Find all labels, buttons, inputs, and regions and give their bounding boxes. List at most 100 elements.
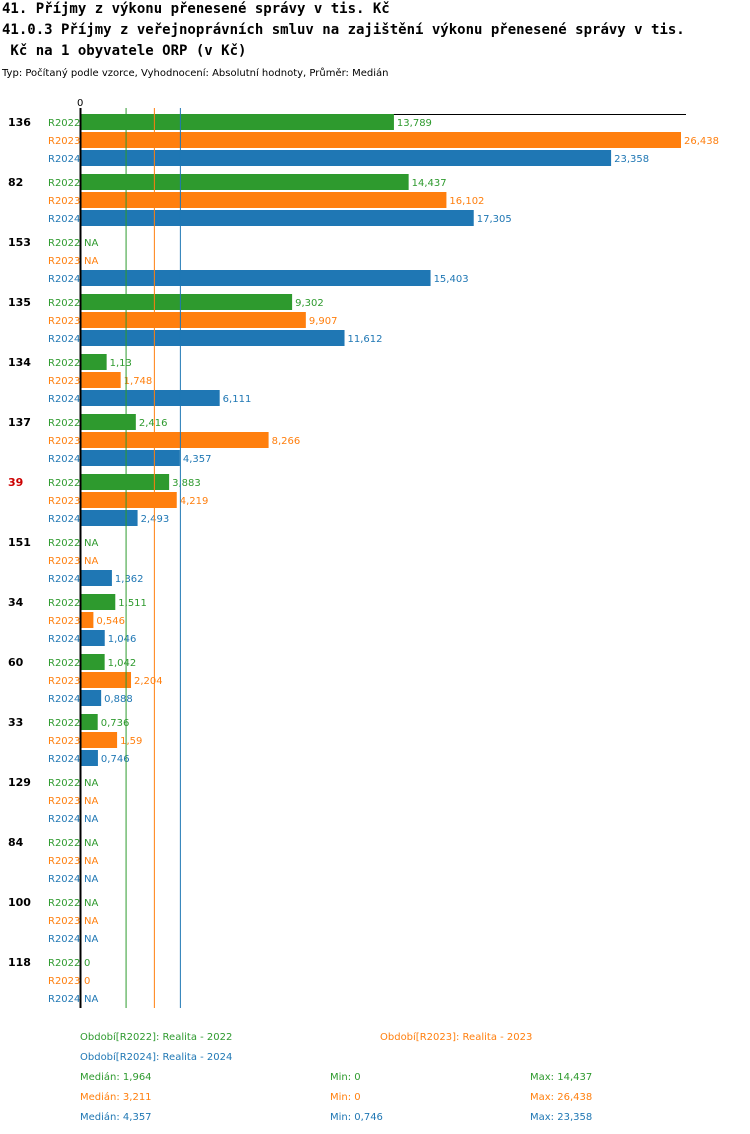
category-label: 82: [8, 176, 23, 189]
legend-stat: Min: 0: [330, 1072, 361, 1083]
value-label: NA: [84, 778, 98, 789]
value-label: NA: [84, 874, 98, 885]
axis-zero-label: 0: [77, 98, 83, 109]
series-label: R2024: [48, 394, 80, 405]
value-label: NA: [84, 238, 98, 249]
bar-r2023: [81, 132, 681, 148]
category-label: 134: [8, 356, 31, 369]
bar-r2024: [81, 390, 220, 406]
series-label: R2023: [48, 376, 80, 387]
value-label: 0,546: [96, 616, 125, 627]
value-label: 9,302: [295, 298, 324, 309]
legend-stat: Max: 14,437: [530, 1072, 592, 1083]
value-label: 1,13: [110, 358, 132, 369]
value-label: 15,403: [434, 274, 469, 285]
value-label: 9,907: [309, 316, 338, 327]
series-label: R2024: [48, 754, 80, 765]
category-label: 100: [8, 896, 31, 909]
category-label: 118: [8, 956, 31, 969]
series-label: R2023: [48, 256, 80, 267]
value-label: NA: [84, 994, 98, 1005]
category-label: 129: [8, 776, 31, 789]
bar-r2022: [81, 414, 136, 430]
category-label: 151: [8, 536, 31, 549]
legend: Období[R2022]: Realita - 2022 Období[R202…: [80, 1031, 592, 1123]
value-label: 1,046: [108, 634, 137, 645]
bar-r2022: [81, 474, 170, 490]
category-label: 137: [8, 416, 31, 429]
series-label: R2022: [48, 658, 80, 669]
bar-r2023: [81, 492, 177, 508]
category-label: 153: [8, 236, 31, 249]
bar-r2022: [81, 114, 394, 130]
value-label: 4,357: [183, 454, 212, 465]
series-label: R2024: [48, 874, 80, 885]
value-label: 16,102: [449, 196, 484, 207]
series-label: R2023: [48, 976, 80, 987]
value-label: NA: [84, 556, 98, 567]
value-label: 1,042: [108, 658, 137, 669]
series-label: R2022: [48, 358, 80, 369]
bar-r2023: [81, 372, 121, 388]
series-label: R2022: [48, 718, 80, 729]
value-label: 0,736: [101, 718, 130, 729]
value-label: 1,362: [115, 574, 144, 585]
value-label: 2,493: [141, 514, 170, 525]
series-label: R2023: [48, 676, 80, 687]
series-label: R2024: [48, 514, 80, 525]
series-label: R2022: [48, 898, 80, 909]
value-label: NA: [84, 934, 98, 945]
legend-period: Období[R2022]: Realita - 2022: [80, 1031, 232, 1043]
series-label: R2024: [48, 934, 80, 945]
value-label: 8,266: [272, 436, 301, 447]
series-label: R2024: [48, 214, 80, 225]
series-label: R2022: [48, 838, 80, 849]
series-label: R2023: [48, 556, 80, 567]
bar-r2023: [81, 432, 269, 448]
bar-r2023: [81, 192, 447, 208]
bar-r2022: [81, 174, 409, 190]
series-label: R2022: [48, 538, 80, 549]
category-label: 34: [8, 596, 24, 609]
value-label: 3,883: [172, 478, 201, 489]
bar-r2024: [81, 330, 345, 346]
series-label: R2023: [48, 616, 80, 627]
value-label: 2,416: [139, 418, 168, 429]
plot-area: 136 R2022 13,789 R2023 26,438 R2024 23,358 82 R2…: [8, 108, 719, 1008]
series-label: R2022: [48, 958, 80, 969]
series-label: R2022: [48, 178, 80, 189]
bar-r2024: [81, 630, 105, 646]
value-label: NA: [84, 898, 98, 909]
value-label: 6,111: [223, 394, 252, 405]
bar-r2022: [81, 354, 107, 370]
series-label: R2023: [48, 136, 80, 147]
series-label: R2022: [48, 298, 80, 309]
category-label: 135: [8, 296, 31, 309]
series-label: R2024: [48, 154, 80, 165]
chart-title-line2: 41.0.3 Příjmy z veřejnoprávních smluv na…: [2, 22, 685, 38]
series-label: R2024: [48, 454, 80, 465]
series-label: R2023: [48, 496, 80, 507]
value-label: NA: [84, 856, 98, 867]
value-label: 4,219: [180, 496, 209, 507]
legend-period: Období[R2024]: Realita - 2024: [80, 1051, 232, 1063]
series-label: R2022: [48, 418, 80, 429]
category-label: 84: [8, 836, 24, 849]
value-label: NA: [84, 796, 98, 807]
category-label: 39: [8, 476, 23, 489]
bar-r2024: [81, 570, 112, 586]
value-label: 0: [84, 958, 90, 969]
series-label: R2023: [48, 796, 80, 807]
value-label: NA: [84, 538, 98, 549]
value-label: 11,612: [348, 334, 383, 345]
series-label: R2023: [48, 856, 80, 867]
value-label: 0,888: [104, 694, 133, 705]
legend-period: Období[R2023]: Realita - 2023: [380, 1031, 532, 1043]
series-label: R2022: [48, 118, 80, 129]
series-label: R2023: [48, 316, 80, 327]
series-label: R2024: [48, 574, 80, 585]
bar-r2022: [81, 294, 293, 310]
bar-r2024: [81, 150, 612, 166]
value-label: NA: [84, 256, 98, 267]
